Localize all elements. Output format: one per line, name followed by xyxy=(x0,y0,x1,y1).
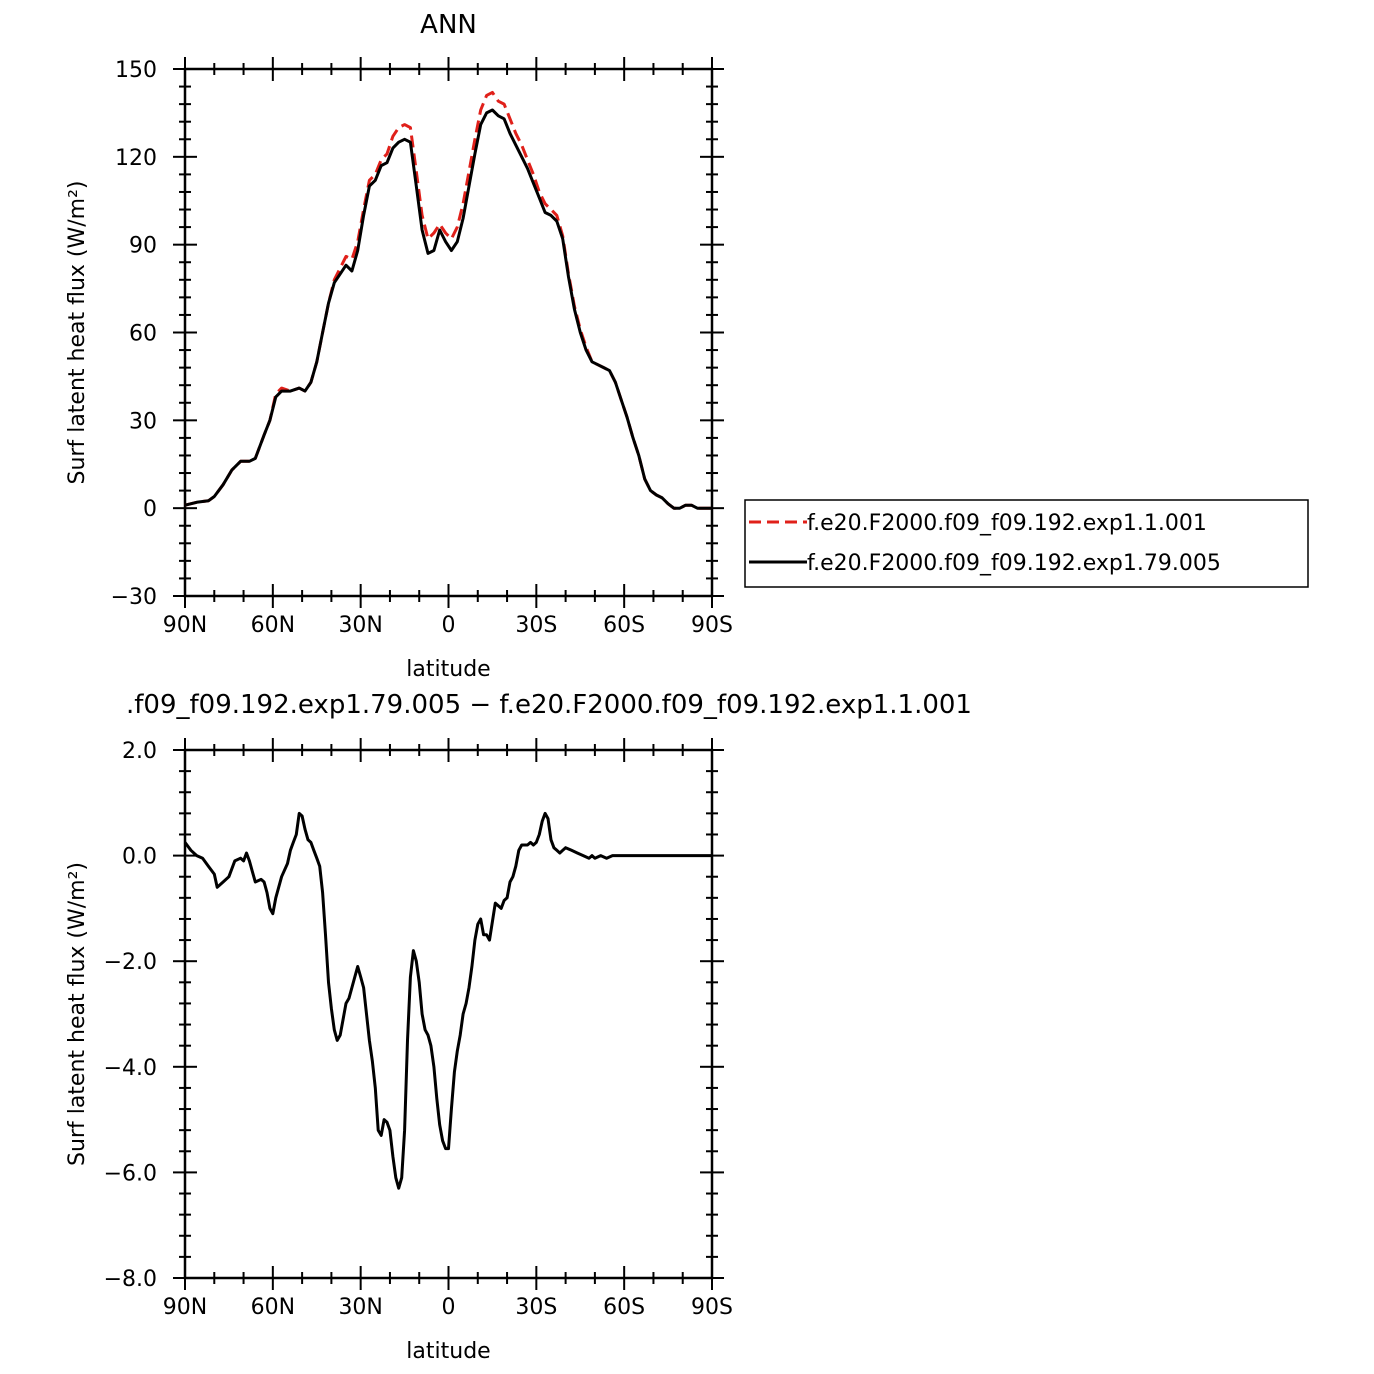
y-axis-label: Surf latent heat flux (W/m²) xyxy=(65,862,90,1166)
x-tick-label: 60S xyxy=(603,1295,645,1320)
series-line-2 xyxy=(184,108,712,510)
y-tick-label: −30 xyxy=(111,585,157,610)
x-tick-label: 90N xyxy=(163,613,207,638)
legend-box xyxy=(744,499,1309,588)
y-tick-label: −8.0 xyxy=(104,1267,157,1292)
chart-title: ANN xyxy=(420,10,477,40)
x-tick-label: 30S xyxy=(515,613,557,638)
y-tick-label: 150 xyxy=(115,58,157,83)
x-axis-label: latitude xyxy=(406,1339,490,1364)
x-tick-label: 60N xyxy=(251,1295,295,1320)
y-tick-label: 0.0 xyxy=(122,845,157,870)
x-tick-label: 0 xyxy=(442,613,456,638)
legend-label-2: f.e20.F2000.f09_f09.192.exp1.79.005 xyxy=(807,551,1221,576)
y-tick-label: −2.0 xyxy=(104,950,157,975)
y-axis-label: Surf latent heat flux (W/m²) xyxy=(65,181,90,485)
x-tick-label: 90S xyxy=(691,613,733,638)
x-tick-label: 60S xyxy=(603,613,645,638)
x-tick-label: 30S xyxy=(515,1295,557,1320)
plot-frame xyxy=(183,67,714,598)
x-axis-label: latitude xyxy=(406,657,490,682)
difference-chart: .f09_f09.192.exp1.79.005 − f.e20.F2000.f… xyxy=(65,690,972,1364)
x-tick-label: 30N xyxy=(338,613,382,638)
chart-title: .f09_f09.192.exp1.79.005 − f.e20.F2000.f… xyxy=(126,690,972,720)
y-tick-label: 30 xyxy=(129,409,157,434)
x-tick-label: 0 xyxy=(442,1295,456,1320)
series-line-1 xyxy=(184,90,712,510)
legend: f.e20.F2000.f09_f09.192.exp1.1.001 f.e20.… xyxy=(744,499,1309,588)
y-tick-label: 90 xyxy=(129,234,157,259)
y-tick-label: −6.0 xyxy=(104,1161,157,1186)
y-tick-label: 60 xyxy=(129,322,157,347)
x-tick-label: 90N xyxy=(163,1295,207,1320)
series-line-1 xyxy=(183,811,712,1190)
y-tick-label: 120 xyxy=(115,146,157,171)
plot-frame xyxy=(183,748,714,1280)
y-tick-label: 2.0 xyxy=(122,739,157,764)
legend-label-1: f.e20.F2000.f09_f09.192.exp1.1.001 xyxy=(807,511,1207,536)
x-tick-label: 90S xyxy=(691,1295,733,1320)
y-tick-label: −4.0 xyxy=(104,1056,157,1081)
x-tick-label: 30N xyxy=(338,1295,382,1320)
latent-heat-flux-chart: ANN 90N 60N 30N 0 30S 60S 90S −30 0 30 60 90 120 150 la… xyxy=(65,10,733,682)
x-tick-label: 60N xyxy=(251,613,295,638)
y-tick-label: 0 xyxy=(143,497,157,522)
